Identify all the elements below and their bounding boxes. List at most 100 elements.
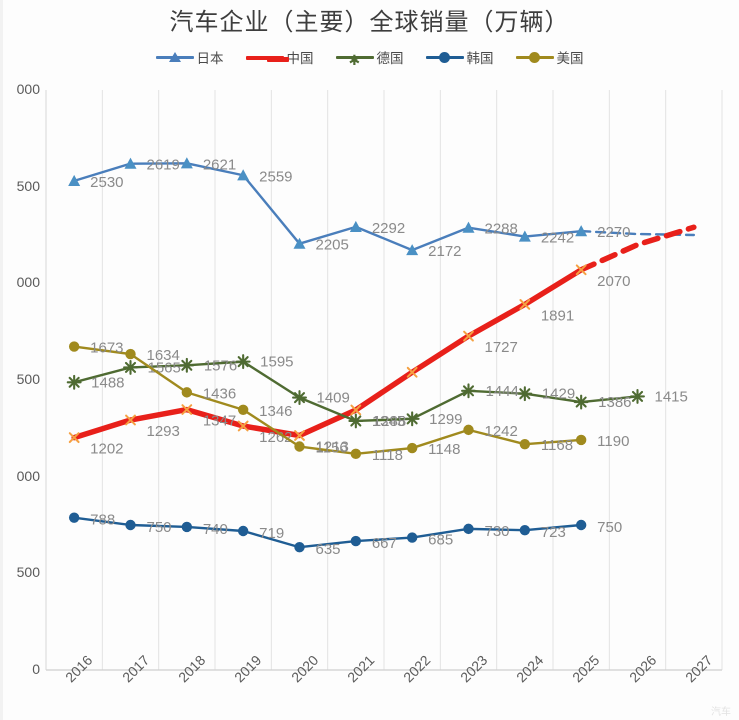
data-label: 1293 (147, 423, 180, 440)
circle-marker-icon (125, 519, 136, 531)
plot-area: 000 500 000 500 000 500 0 2530 2619 2621 2559 2205… (0, 81, 739, 677)
y-axis-tick-label: 000 (16, 467, 40, 484)
legend-item-4[interactable]: 韩国 (425, 47, 494, 67)
circle-marker-icon (237, 525, 249, 537)
cross-marker-icon (519, 299, 531, 310)
cross-marker-icon (575, 264, 587, 276)
data-label: 1891 (541, 307, 574, 324)
data-label: 2292 (372, 220, 405, 237)
series-5: 1673 1634 1436 1346 1156 1118 1148 1242 1168 1190 (68, 340, 629, 464)
y-axis: 000 500 000 500 000 500 0 (0, 81, 44, 677)
data-label: 788 (90, 512, 115, 529)
legend-swatch-icon (155, 50, 194, 64)
data-label: 719 (259, 525, 284, 542)
circle-marker-icon (181, 387, 193, 398)
triangle-marker-icon (68, 174, 81, 186)
data-label: 1488 (91, 374, 124, 391)
watermark: 汽车 (711, 707, 731, 718)
cross-marker-icon (463, 330, 474, 342)
star-marker-icon (123, 359, 138, 375)
circle-marker-icon (463, 523, 474, 535)
left-edge-strip (0, 0, 3, 720)
triangle-marker-icon (406, 244, 419, 256)
triangle-marker-icon (462, 221, 475, 233)
data-label: 2619 (147, 157, 180, 174)
data-label: 1168 (541, 437, 573, 454)
circle-marker-icon (68, 341, 80, 352)
dash-marker-icon (259, 52, 289, 64)
triangle-marker-icon (575, 225, 588, 237)
data-label: 750 (597, 519, 622, 536)
circle-marker-icon (294, 542, 305, 553)
circle-marker-icon (406, 442, 418, 454)
legend-label: 日本 (196, 51, 224, 66)
triangle-marker-icon (349, 220, 362, 232)
legend-swatch-icon (425, 50, 464, 64)
circle-marker-icon (68, 512, 80, 523)
star-marker-icon: ✱ (348, 53, 361, 69)
data-label: 1190 (597, 433, 629, 450)
data-label: 2288 (485, 221, 518, 238)
data-label: 1148 (428, 441, 460, 458)
star-marker-icon (179, 357, 195, 373)
data-label: 1727 (485, 339, 518, 356)
star-marker-icon (517, 386, 533, 402)
data-label: 2205 (316, 237, 349, 254)
star-marker-icon (404, 411, 420, 427)
legend-item-1[interactable]: 日本 (155, 47, 224, 67)
series-4: 788 750 740 719 635 667 685 730 723 750 (68, 512, 622, 558)
star-marker-icon (235, 354, 251, 370)
data-label: 2621 (203, 156, 236, 173)
data-label: 667 (372, 535, 397, 552)
y-axis-tick-label: 500 (16, 371, 40, 387)
data-label: 635 (316, 541, 341, 558)
legend-item-5[interactable]: 美国 (515, 47, 584, 67)
circle-marker-icon (294, 441, 305, 452)
chart-title: 汽车企业（主要）全球销量（万辆） (169, 9, 570, 36)
data-label: 1386 (598, 394, 631, 411)
star-marker-icon (461, 383, 476, 399)
cross-marker-icon (181, 404, 193, 415)
data-label: 1242 (485, 423, 518, 440)
cross-marker-icon (125, 414, 136, 426)
triangle-marker-icon (168, 52, 181, 64)
series-line (72, 516, 583, 549)
data-label: 1673 (90, 340, 123, 357)
data-label: 2172 (428, 243, 461, 260)
legend-label: 美国 (556, 51, 584, 66)
circle-marker-icon (125, 348, 136, 360)
triangle-marker-icon (518, 230, 531, 242)
star-marker-icon (348, 413, 364, 429)
circle-marker-icon (575, 434, 587, 446)
y-axis-tick-label: 0 (32, 661, 40, 677)
circle-marker-icon (350, 535, 362, 547)
x-axis: 2016 2017 2018 2019 2020 2021 2022 2023 2024 2025… (0, 652, 739, 720)
chart-legend: 日本 中国 ✱ 德国 韩国 美国 (0, 47, 739, 69)
data-label: 1118 (372, 447, 403, 464)
data-label: 1346 (259, 403, 292, 420)
series-projection-line (578, 224, 697, 273)
data-label: 723 (541, 524, 566, 541)
circle-marker-icon (519, 525, 531, 536)
data-label: 1595 (260, 354, 293, 371)
y-axis-tick-label: 000 (16, 274, 40, 291)
circle-marker-icon (575, 519, 587, 531)
data-label: 1347 (203, 413, 236, 430)
circle-marker-icon (237, 404, 249, 415)
legend-item-3[interactable]: ✱ 德国 (335, 47, 404, 69)
data-label: 2270 (597, 224, 630, 241)
data-label: 2070 (597, 273, 630, 290)
legend-label: 中国 (286, 51, 314, 66)
legend-item-2[interactable]: 中国 (245, 47, 314, 67)
data-label: 1202 (90, 441, 123, 458)
data-label: 730 (485, 523, 510, 540)
cross-marker-icon (68, 432, 80, 444)
data-label: 1299 (429, 411, 462, 428)
circle-marker-icon (438, 52, 451, 64)
circle-marker-icon (350, 448, 362, 460)
circle-marker-icon (463, 424, 474, 436)
star-marker-icon (630, 388, 645, 404)
chart-svg: 2530 2619 2621 2559 2205 2292 2172 2288 2242 2270… (45, 90, 723, 671)
